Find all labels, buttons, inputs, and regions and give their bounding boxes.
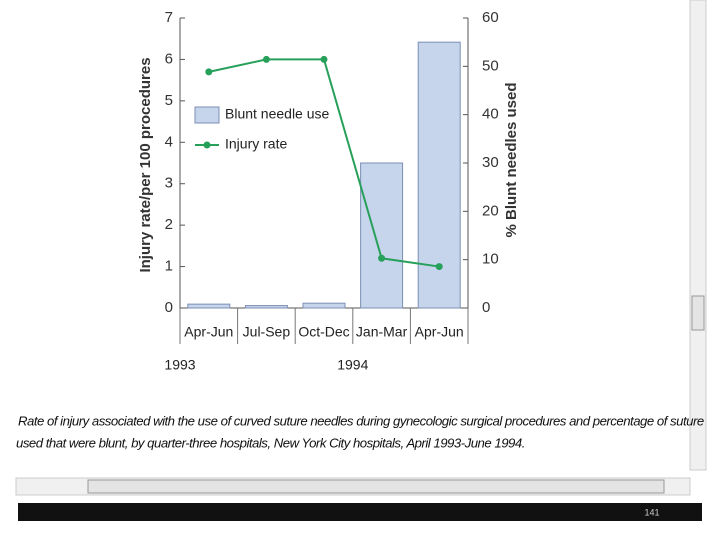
y2-tick-label: 10 [482, 251, 499, 268]
legend-swatch [194, 106, 220, 124]
y-tick-label: 7 [165, 9, 173, 26]
line-marker [205, 68, 213, 76]
y2-tick-label: 60 [482, 9, 499, 26]
y-tick-label: 2 [165, 216, 173, 233]
y2-tick-label: 0 [482, 299, 490, 316]
bar [360, 162, 404, 309]
year-label: 1994 [337, 357, 368, 373]
legend-label: Injury rate [225, 136, 287, 152]
legend-swatch [203, 141, 211, 149]
caption: Rate of injury associated with the use o… [18, 413, 704, 428]
line-marker [320, 55, 328, 63]
y2-tick-label: 30 [482, 154, 499, 171]
y-tick-label: 6 [165, 50, 173, 67]
y2-axis-label: % Blunt needles used [503, 82, 520, 237]
line-marker [262, 55, 270, 63]
scroll-thumb[interactable] [87, 479, 665, 494]
x-tick-label: Jul-Sep [243, 324, 291, 340]
caption: used that were blunt, by quarter-three h… [16, 435, 525, 450]
bar [244, 305, 288, 309]
bar [302, 302, 346, 309]
legend-label: Blunt needle use [225, 106, 330, 122]
y-tick-label: 4 [165, 133, 173, 150]
line-marker [378, 254, 386, 262]
line [208, 58, 440, 268]
line-marker [435, 263, 443, 271]
x-tick-label: Jan-Mar [356, 324, 408, 340]
x-tick-label: Apr-Jun [184, 324, 233, 340]
y-tick-label: 5 [165, 92, 173, 109]
x-tick-label: Apr-Jun [415, 324, 464, 340]
y2-tick-label: 40 [482, 106, 499, 123]
x-tick-label: Oct-Dec [298, 324, 349, 340]
bar [187, 303, 231, 309]
page-number: 141 [644, 507, 659, 517]
y-axis-label: Injury rate/per 100 procedures [137, 57, 154, 272]
y2-tick-label: 50 [482, 57, 499, 74]
footer-bar [18, 503, 702, 521]
scroll-thumb[interactable] [691, 295, 705, 331]
y-tick-label: 3 [165, 175, 173, 192]
y-tick-label: 0 [165, 299, 173, 316]
y-tick-label: 1 [165, 258, 173, 275]
vertical-scrollbar[interactable] [689, 0, 707, 471]
year-label: 1993 [164, 357, 195, 373]
y2-tick-label: 20 [482, 202, 499, 219]
